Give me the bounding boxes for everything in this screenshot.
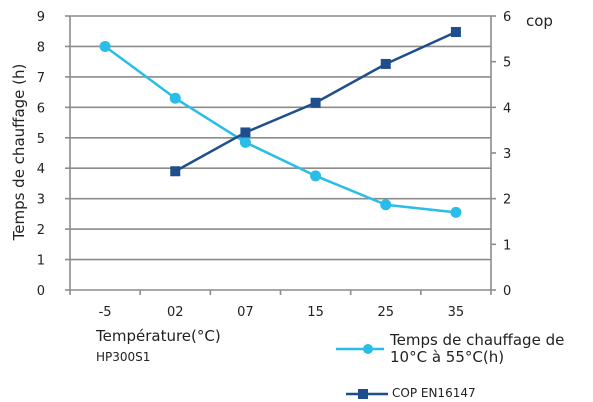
- data-point-square: [170, 166, 181, 177]
- y-left-tick-label: 7: [37, 71, 45, 86]
- y-right-tick-label: 3: [503, 147, 511, 162]
- grid-lines: [70, 15, 491, 261]
- y-left-tick-label: 1: [37, 254, 45, 269]
- y-left-tick-label: 5: [37, 132, 45, 147]
- legend-label-temps: Temps de chauffage de 10°C à 55°C(h): [390, 331, 565, 366]
- x-axis-label: Température(°C): [96, 327, 221, 345]
- y-axis-left-label: Temps de chauffage (h): [10, 64, 28, 242]
- y-left-tick-label: 3: [37, 193, 45, 208]
- axes: [69, 16, 492, 291]
- x-tick-label: 25: [377, 305, 394, 320]
- x-tick-label: 35: [448, 305, 465, 320]
- x-tick-label: 15: [307, 305, 324, 320]
- y-left-tick-label: 8: [37, 40, 45, 55]
- data-point-circle: [450, 206, 462, 218]
- series-layer: [99, 26, 462, 218]
- y-axis-right-label: cop: [526, 12, 553, 30]
- y-right-tick-label: 5: [503, 56, 511, 71]
- legend-marker-circle-icon: [336, 344, 384, 354]
- y-right-tick-label: 2: [503, 193, 511, 208]
- data-point-circle: [310, 170, 322, 182]
- y-right-tick-label: 0: [503, 284, 511, 299]
- data-point-square: [450, 26, 461, 37]
- left-axis-ticks: 0 1 2 3 4 5 6 7 8 9: [37, 10, 70, 299]
- data-point-circle: [99, 40, 111, 52]
- y-left-tick-label: 2: [37, 223, 45, 238]
- data-point-circle: [380, 199, 392, 211]
- y-right-tick-label: 4: [503, 101, 511, 116]
- data-point-circle: [169, 92, 181, 104]
- y-left-tick-label: 0: [37, 284, 45, 299]
- y-left-tick-label: 9: [37, 10, 45, 25]
- data-point-circle: [239, 136, 251, 148]
- right-axis-ticks: 0 1 2 3 4 5 6: [491, 10, 511, 299]
- data-point-square: [240, 127, 251, 138]
- data-point-square: [380, 58, 391, 69]
- legend-label-cop: COP EN16147: [392, 386, 476, 400]
- y-left-tick-label: 6: [37, 101, 45, 116]
- y-right-tick-label: 6: [503, 10, 511, 25]
- x-tick-label: 02: [167, 305, 184, 320]
- data-point-square: [310, 97, 321, 108]
- series-line-0: [104, 45, 457, 214]
- x-axis-ticks: -5 02 07 15 25 35: [69, 290, 492, 320]
- chart-subtitle: HP300S1: [96, 350, 151, 364]
- x-tick-label: 07: [237, 305, 254, 320]
- y-left-tick-label: 4: [37, 162, 45, 177]
- legend-marker-square-icon: [346, 389, 388, 399]
- x-tick-label: -5: [99, 305, 112, 320]
- y-right-tick-label: 1: [503, 238, 511, 253]
